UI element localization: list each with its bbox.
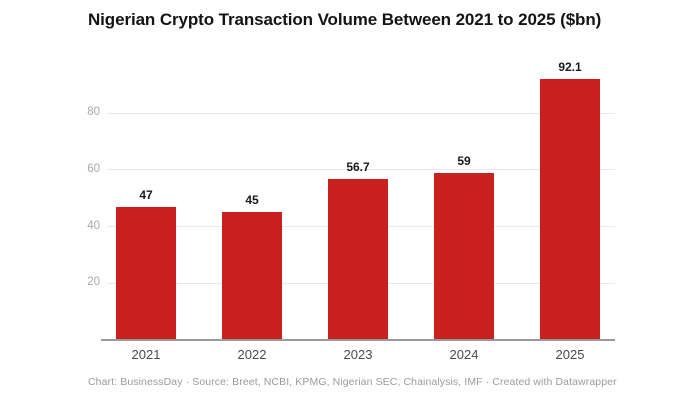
bar-value-label: 45 [245,193,259,208]
x-axis-label: 2023 [343,347,373,362]
bar-2023 [328,179,388,340]
bar-2025 [540,78,600,340]
bar-2022 [222,212,282,340]
bar-2024 [434,172,494,340]
y-tick-label: 40 [87,219,100,232]
x-axis-line [101,339,615,341]
gridline [107,169,615,171]
x-axis-label: 2021 [131,347,161,362]
bar-2021 [116,206,176,340]
chart-footer: Chart: BusinessDay · Source: Breet, NCBI… [88,376,617,388]
y-tick-label: 80 [87,106,100,119]
bar-value-label: 92.1 [558,59,582,74]
x-axis-label: 2025 [555,347,585,362]
y-tick-label: 60 [87,162,100,175]
bar-value-label: 59 [457,153,471,168]
x-axis-label: 2022 [237,347,267,362]
y-tick-label: 20 [87,276,100,289]
x-axis-label: 2024 [449,347,479,362]
gridline [107,112,615,114]
bar-value-label: 56.7 [346,160,370,175]
chart-title: Nigerian Crypto Transaction Volume Betwe… [88,10,602,29]
bar-value-label: 47 [139,187,153,202]
